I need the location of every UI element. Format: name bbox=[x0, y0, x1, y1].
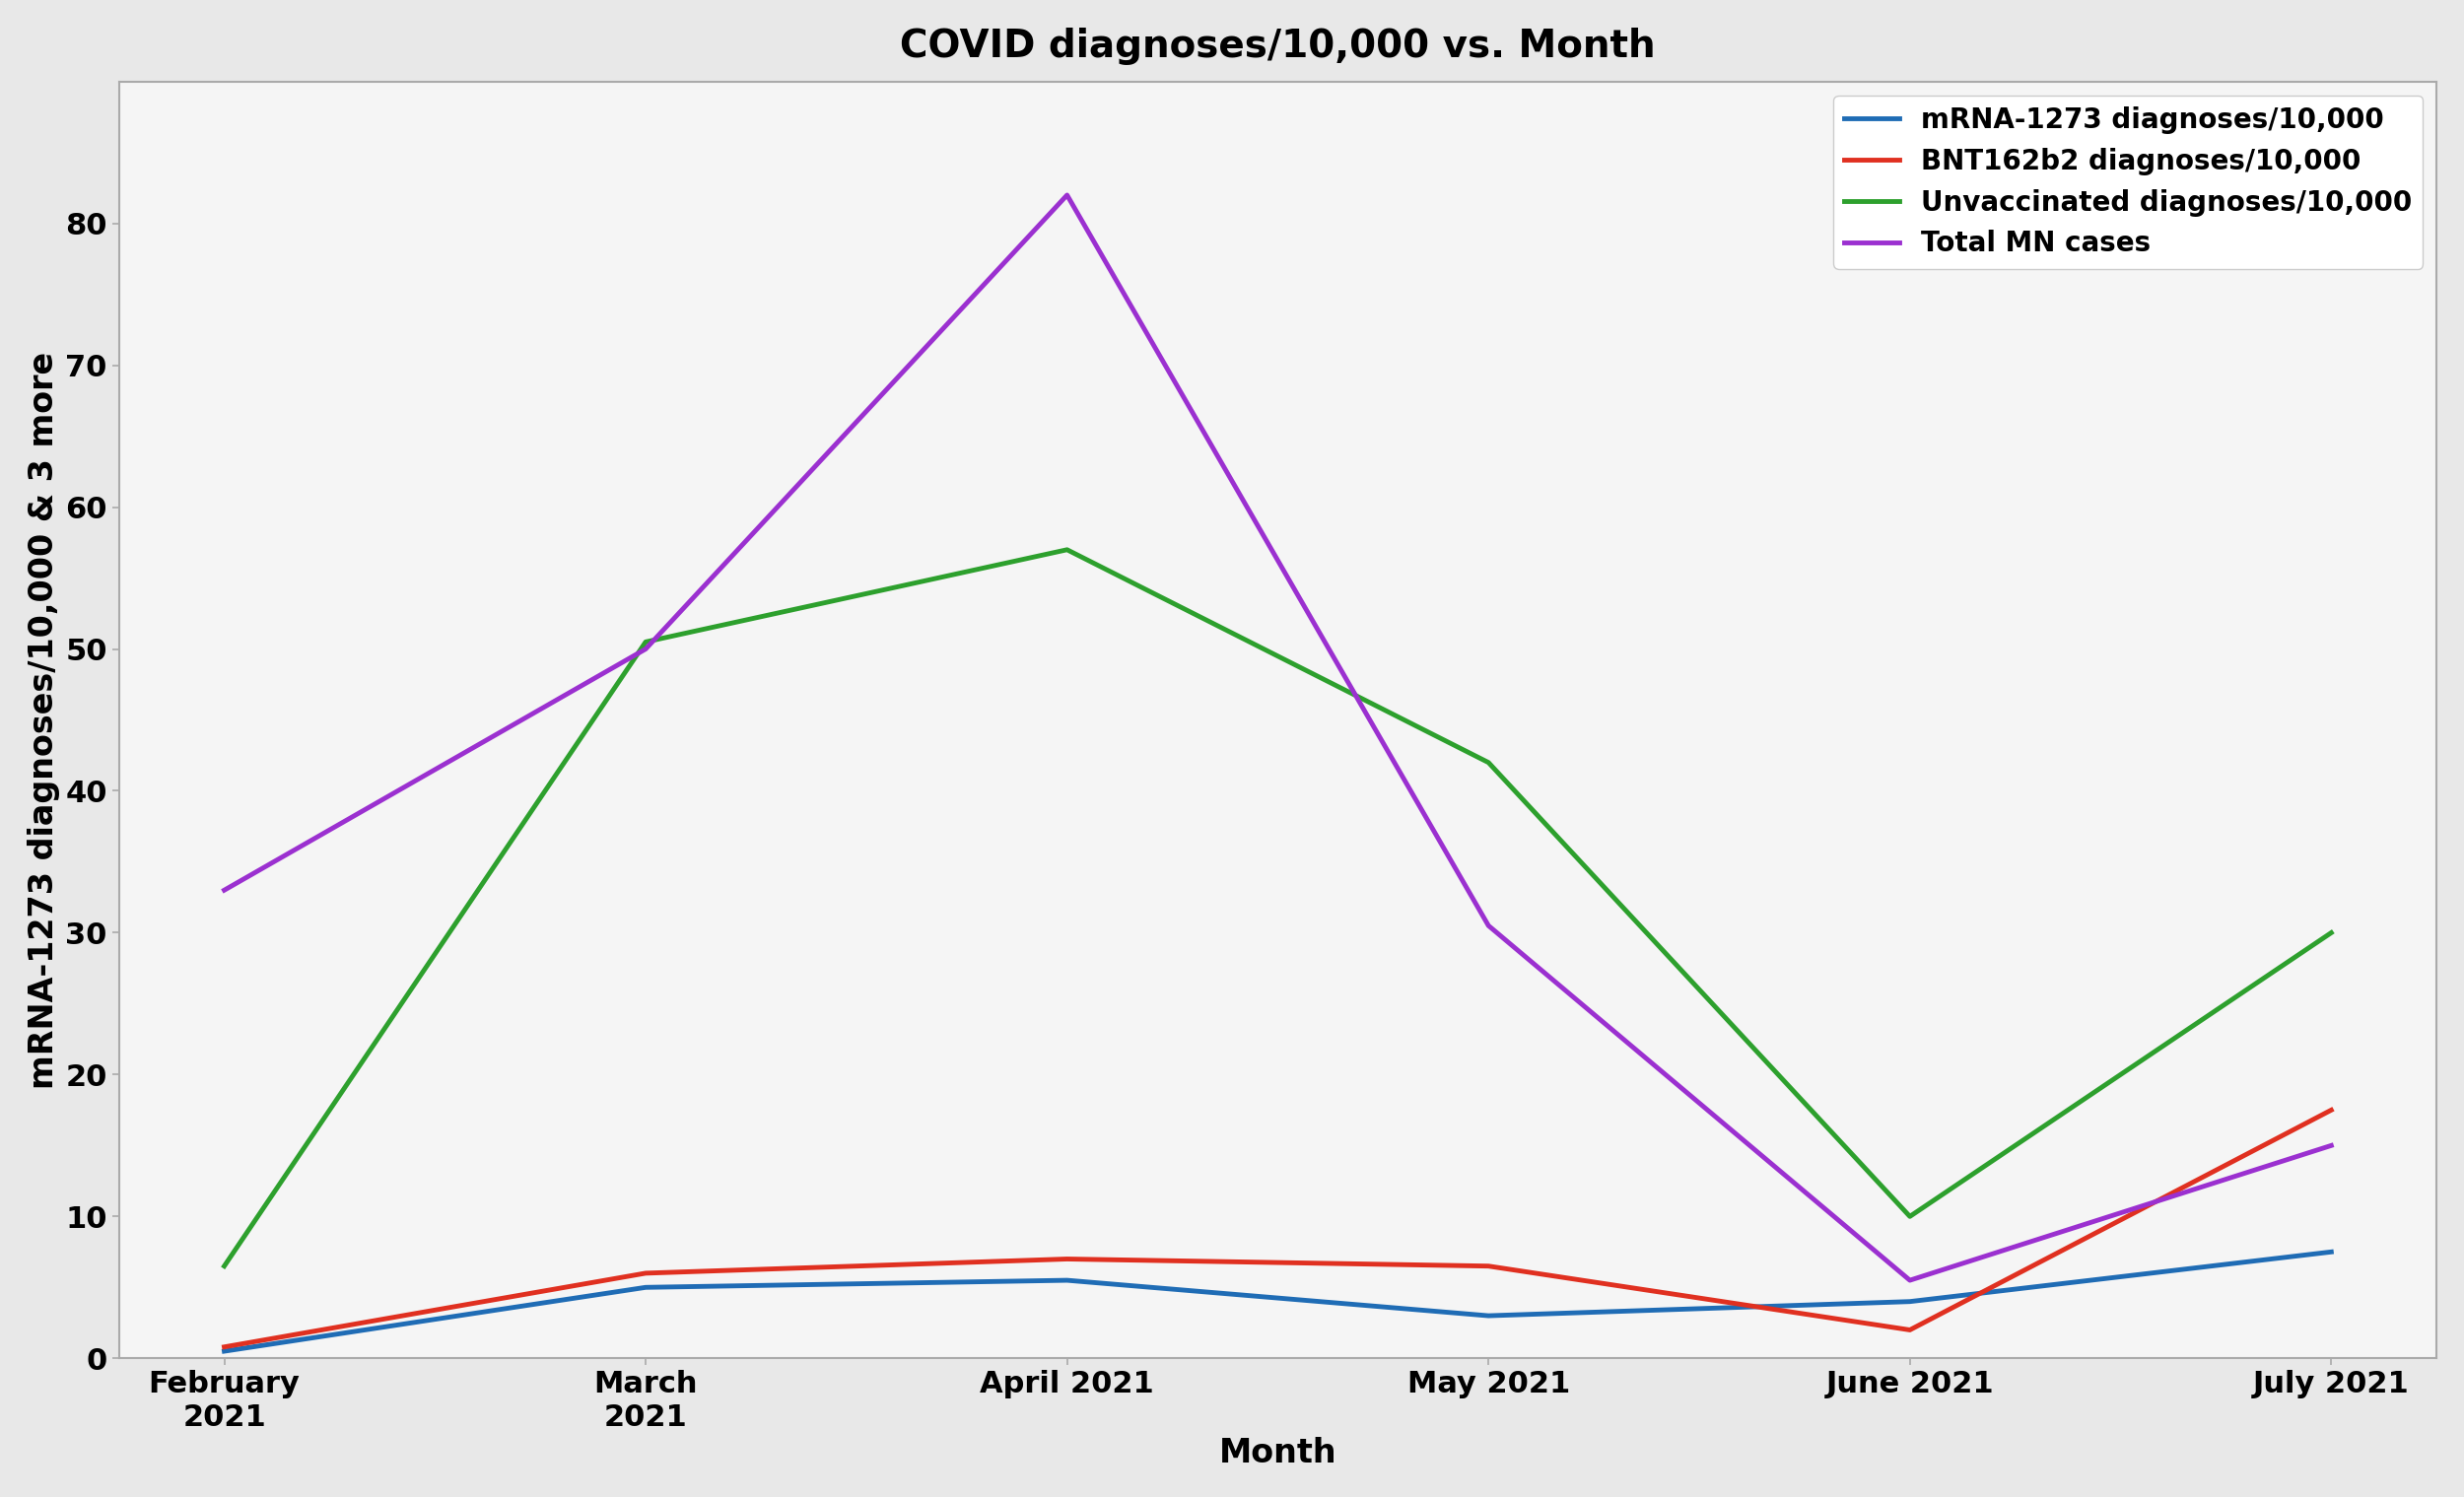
mRNA-1273 diagnoses/10,000 bbox=[1473, 1307, 1503, 1325]
Unvaccinated diagnoses/10,000 bbox=[1473, 753, 1503, 771]
Total MN cases bbox=[2316, 1136, 2346, 1154]
mRNA-1273 diagnoses/10,000 bbox=[2316, 1243, 2346, 1260]
Total MN cases bbox=[209, 882, 239, 900]
Unvaccinated diagnoses/10,000 bbox=[209, 1257, 239, 1275]
Unvaccinated diagnoses/10,000 bbox=[631, 633, 660, 651]
BNT162b2 diagnoses/10,000 bbox=[1895, 1320, 1924, 1338]
mRNA-1273 diagnoses/10,000 bbox=[1895, 1292, 1924, 1310]
Line: BNT162b2 diagnoses/10,000: BNT162b2 diagnoses/10,000 bbox=[224, 1111, 2331, 1347]
Total MN cases bbox=[631, 641, 660, 659]
Unvaccinated diagnoses/10,000 bbox=[1895, 1208, 1924, 1226]
Total MN cases bbox=[1895, 1271, 1924, 1289]
Unvaccinated diagnoses/10,000 bbox=[1052, 540, 1082, 558]
BNT162b2 diagnoses/10,000 bbox=[2316, 1102, 2346, 1120]
Y-axis label: mRNA-1273 diagnoses/10,000 & 3 more: mRNA-1273 diagnoses/10,000 & 3 more bbox=[27, 352, 59, 1088]
Line: Total MN cases: Total MN cases bbox=[224, 195, 2331, 1280]
BNT162b2 diagnoses/10,000 bbox=[209, 1338, 239, 1356]
Total MN cases bbox=[1473, 916, 1503, 934]
X-axis label: Month: Month bbox=[1220, 1437, 1335, 1470]
mRNA-1273 diagnoses/10,000 bbox=[1052, 1271, 1082, 1289]
Unvaccinated diagnoses/10,000 bbox=[2316, 924, 2346, 942]
Title: COVID diagnoses/10,000 vs. Month: COVID diagnoses/10,000 vs. Month bbox=[899, 27, 1656, 64]
Line: mRNA-1273 diagnoses/10,000: mRNA-1273 diagnoses/10,000 bbox=[224, 1251, 2331, 1352]
BNT162b2 diagnoses/10,000 bbox=[631, 1263, 660, 1281]
mRNA-1273 diagnoses/10,000 bbox=[209, 1343, 239, 1361]
Line: Unvaccinated diagnoses/10,000: Unvaccinated diagnoses/10,000 bbox=[224, 549, 2331, 1266]
mRNA-1273 diagnoses/10,000 bbox=[631, 1278, 660, 1296]
Legend: mRNA-1273 diagnoses/10,000, BNT162b2 diagnoses/10,000, Unvaccinated diagnoses/10: mRNA-1273 diagnoses/10,000, BNT162b2 dia… bbox=[1833, 96, 2422, 268]
BNT162b2 diagnoses/10,000 bbox=[1473, 1257, 1503, 1275]
Total MN cases bbox=[1052, 186, 1082, 204]
BNT162b2 diagnoses/10,000 bbox=[1052, 1250, 1082, 1268]
